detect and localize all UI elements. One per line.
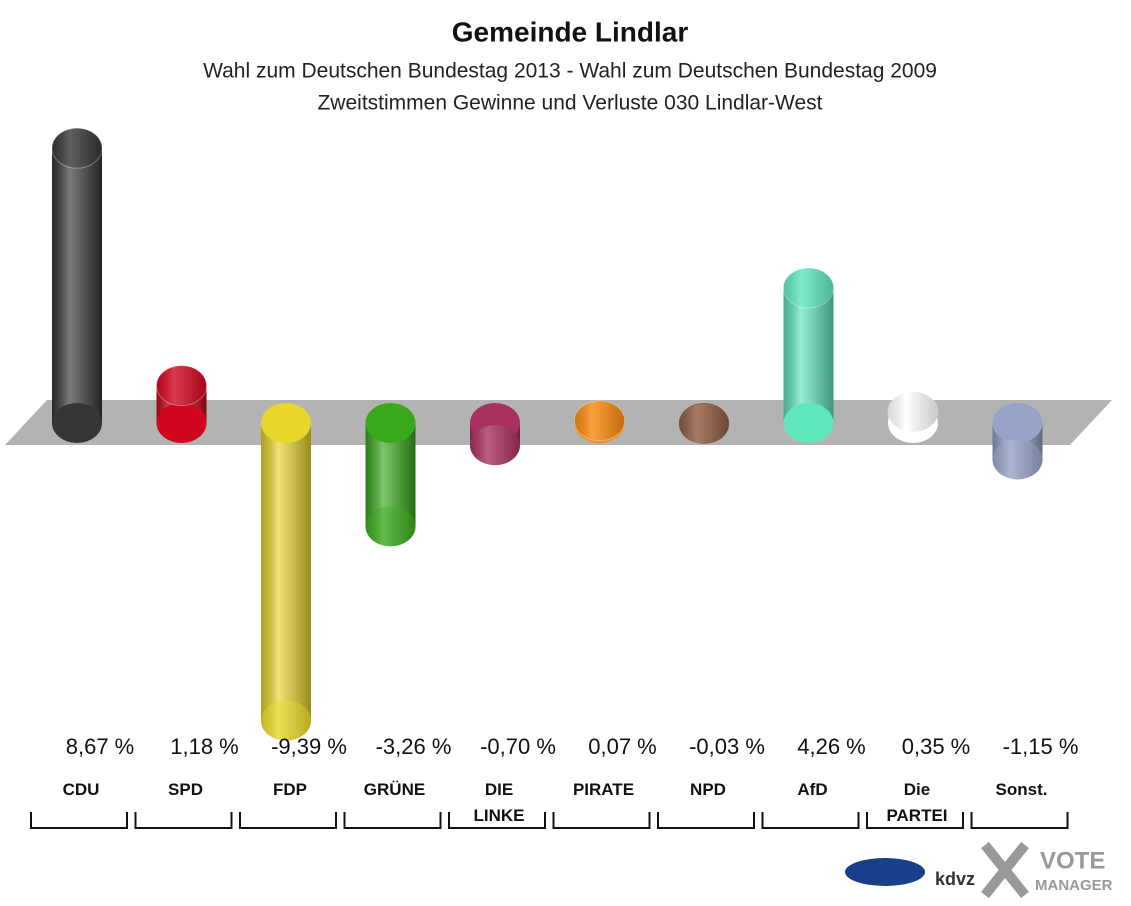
bar-cap-shade: [783, 267, 834, 308]
value-label: 1,18 %: [170, 734, 239, 759]
chart-subtitle: Wahl zum Deutschen Bundestag 2013 - Wahl…: [203, 60, 937, 83]
bracket: [343, 812, 442, 829]
bracket: [134, 812, 233, 829]
bar-cap-shade: [156, 365, 207, 406]
bracket: [657, 812, 755, 829]
value-label: 0,35 %: [902, 734, 971, 759]
bracket: [30, 812, 128, 829]
bracket: [552, 812, 651, 829]
bar-end: [365, 403, 416, 443]
bar-shade: [783, 287, 834, 423]
bracket: [239, 812, 337, 829]
category-label: Die PARTEI: [886, 780, 948, 825]
value-label: 4,26 %: [797, 734, 866, 759]
value-label: -0,70 %: [480, 734, 556, 759]
bar-end: [261, 403, 311, 443]
logo-x: [981, 841, 1029, 899]
bar-cap-shade: [888, 391, 938, 432]
category-label: Sonst.: [995, 780, 1048, 799]
logo-kdvz: [845, 858, 925, 886]
bar-cap-shade: [365, 506, 416, 547]
value-label: 8,67 %: [66, 734, 135, 759]
bar-cap-shade: [261, 700, 311, 741]
chart-subtitle: Zweitstimmen Gewinne und Verluste 030 Li…: [317, 92, 822, 115]
credit: MANAGER: [1035, 877, 1113, 894]
category-label: CDU: [62, 780, 100, 799]
bar-cap-shade: [992, 439, 1043, 480]
value-label: 0,07 %: [588, 734, 657, 759]
bracket: [448, 812, 546, 829]
value-label: -3,26 %: [376, 734, 452, 759]
bar-end: [783, 403, 834, 443]
bar-end: [156, 403, 207, 443]
value-label: -0,03 %: [689, 734, 765, 759]
category-label: FDP: [273, 780, 307, 799]
category-label: PIRATE: [572, 780, 635, 799]
bracket: [970, 812, 1069, 829]
category-label: GRÜNE: [363, 780, 426, 799]
chart-title: Gemeinde Lindlar: [452, 16, 689, 47]
category-label: AfD: [797, 780, 828, 799]
bar-shade: [52, 148, 102, 423]
category-label: NPD: [690, 780, 726, 799]
bar-shade: [261, 423, 311, 721]
category-label: SPD: [168, 780, 203, 799]
bar-end: [992, 403, 1043, 443]
category-label: DIE LINKE: [473, 780, 525, 825]
credit: kdvz: [935, 869, 975, 889]
bar-end: [52, 403, 102, 443]
bar-cap-shade: [470, 425, 520, 466]
bracket: [866, 812, 964, 829]
bar-cap-shade: [679, 403, 729, 444]
bar-cap-shade: [574, 400, 625, 441]
bracket: [761, 812, 860, 829]
value-label: -9,39 %: [271, 734, 347, 759]
value-label: -1,15 %: [1003, 734, 1079, 759]
bar-cap-shade: [52, 128, 102, 169]
credit: VOTE: [1040, 847, 1105, 874]
